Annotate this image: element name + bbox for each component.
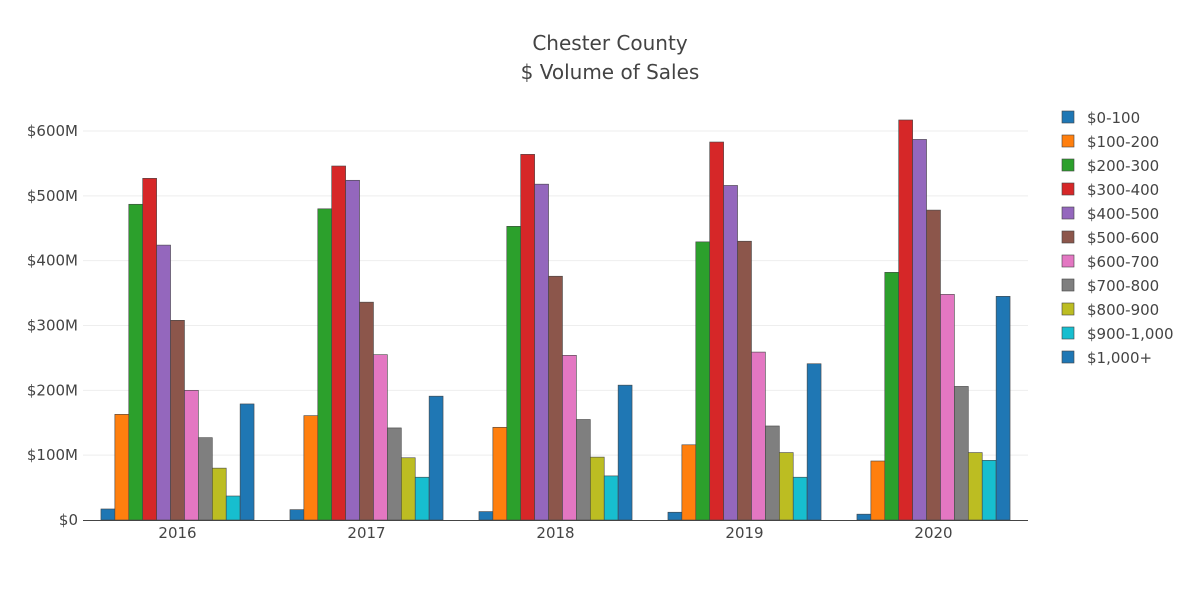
bar-$900-1,000 <box>603 475 619 521</box>
chart-title-line1: Chester County <box>532 31 687 55</box>
bar-$400-500 <box>345 179 360 521</box>
legend-swatch <box>1061 278 1075 292</box>
bar-$1,000+ <box>428 395 444 521</box>
legend-label: $600-700 <box>1087 253 1159 271</box>
bar-$400-500 <box>156 244 171 521</box>
bar-$1,000+ <box>995 296 1011 521</box>
bar-$300-400 <box>331 165 346 521</box>
bar-$600-700 <box>751 351 766 521</box>
bar-$400-500 <box>534 183 549 521</box>
bar-$0-100 <box>100 508 116 521</box>
y-tick-label: $100M <box>27 446 78 464</box>
bar-$300-400 <box>709 141 724 521</box>
bar-$700-800 <box>954 386 969 521</box>
y-tick-label: $300M <box>27 317 78 335</box>
y-tick-label: $400M <box>27 252 78 270</box>
legend-swatch <box>1061 110 1075 124</box>
bar-$700-800 <box>387 427 402 521</box>
bar-$1,000+ <box>239 403 255 521</box>
bar-$500-600 <box>737 240 752 521</box>
x-tick-label: 2018 <box>536 524 574 542</box>
bar-$600-700 <box>940 294 955 521</box>
bar-$800-900 <box>400 457 416 521</box>
bar-$900-1,000 <box>981 460 997 521</box>
legend-swatch <box>1061 182 1075 196</box>
legend-swatch <box>1061 158 1075 172</box>
x-tick-label: 2017 <box>347 524 385 542</box>
legend-label: $700-800 <box>1087 277 1159 295</box>
x-tick-label: 2019 <box>725 524 763 542</box>
bar-$300-400 <box>142 178 157 521</box>
bar-$800-900 <box>967 452 983 521</box>
y-tick-label: $600M <box>27 122 78 140</box>
legend-swatch <box>1061 254 1075 268</box>
bar-$0-100 <box>667 511 683 521</box>
bar-$300-400 <box>898 119 913 521</box>
bar-$600-700 <box>562 355 577 521</box>
legend-label: $300-400 <box>1087 181 1159 199</box>
legend-swatch <box>1061 230 1075 244</box>
legend-label: $200-300 <box>1087 157 1159 175</box>
bar-$100-200 <box>870 460 886 521</box>
chart-title-line2: $ Volume of Sales <box>521 60 700 84</box>
legend-label: $400-500 <box>1087 205 1159 223</box>
bar-$900-1,000 <box>414 476 430 521</box>
bar-$0-100 <box>289 509 305 521</box>
bar-$900-1,000 <box>225 495 241 521</box>
y-tick-label: $0 <box>59 511 78 529</box>
bar-$0-100 <box>856 513 872 521</box>
legend-swatch <box>1061 206 1075 220</box>
bar-$200-300 <box>506 226 522 521</box>
bar-$200-300 <box>317 208 333 521</box>
bar-$200-300 <box>128 203 144 521</box>
legend-label: $800-900 <box>1087 301 1159 319</box>
bar-$700-800 <box>765 425 780 521</box>
bar-$600-700 <box>184 390 199 521</box>
bar-$100-200 <box>681 444 697 521</box>
bar-$800-900 <box>589 456 605 521</box>
bar-$400-500 <box>723 185 738 521</box>
bar-$100-200 <box>492 426 508 521</box>
x-tick-label: 2016 <box>158 524 196 542</box>
y-tick-label: $500M <box>27 187 78 205</box>
bar-$500-600 <box>170 320 185 521</box>
bar-$500-600 <box>359 301 374 521</box>
bar-$200-300 <box>695 241 711 521</box>
bar-$900-1,000 <box>792 476 808 521</box>
bar-$500-600 <box>548 275 563 521</box>
legend-label: $1,000+ <box>1087 349 1152 367</box>
bar-$1,000+ <box>806 363 822 521</box>
bar-$200-300 <box>884 272 900 521</box>
bar-$500-600 <box>926 209 941 521</box>
legend-label: $900-1,000 <box>1087 325 1174 343</box>
legend-label: $0-100 <box>1087 109 1140 127</box>
bar-$0-100 <box>478 511 494 521</box>
bar-$100-200 <box>303 415 319 521</box>
legend-swatch <box>1061 302 1075 316</box>
bar-$400-500 <box>912 139 927 521</box>
bar-$800-900 <box>211 467 227 521</box>
legend-swatch <box>1061 134 1075 148</box>
y-tick-label: $200M <box>27 381 78 399</box>
bar-$700-800 <box>576 419 591 521</box>
x-tick-label: 2020 <box>914 524 952 542</box>
bar-$600-700 <box>373 354 388 521</box>
legend-swatch <box>1061 326 1075 340</box>
bar-$700-800 <box>198 437 213 521</box>
legend-label: $500-600 <box>1087 229 1159 247</box>
legend-label: $100-200 <box>1087 133 1159 151</box>
bar-$1,000+ <box>617 384 633 521</box>
legend-swatch <box>1061 350 1075 364</box>
bar-$100-200 <box>114 414 130 521</box>
bar-$300-400 <box>520 154 535 521</box>
bar-$800-900 <box>778 452 794 521</box>
